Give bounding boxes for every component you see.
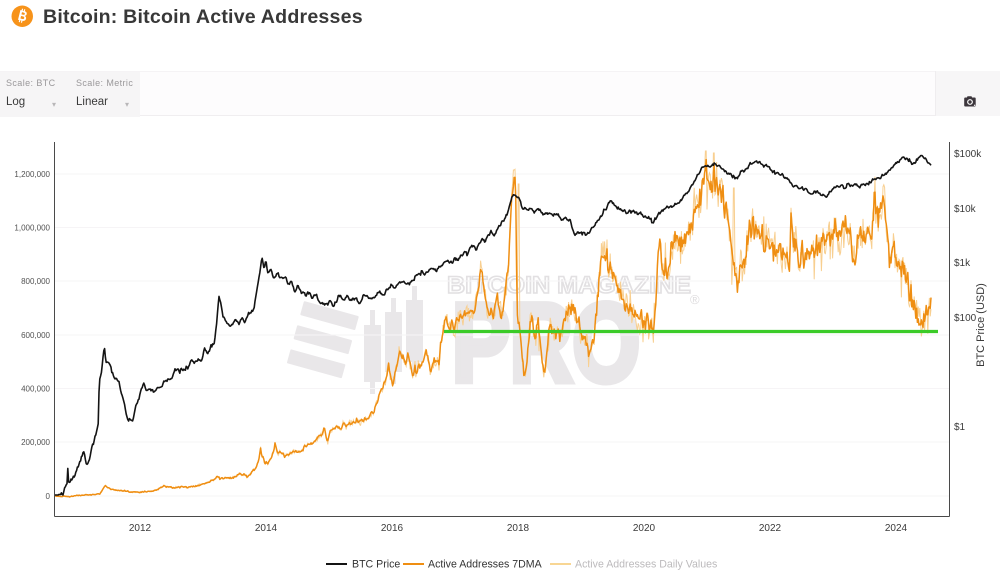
- svg-text:800,000: 800,000: [21, 277, 50, 286]
- svg-text:$100k: $100k: [954, 149, 982, 160]
- svg-text:2020: 2020: [633, 523, 656, 534]
- svg-text:$1k: $1k: [954, 258, 971, 269]
- svg-text:2018: 2018: [507, 523, 530, 534]
- svg-text:1,000,000: 1,000,000: [14, 224, 50, 233]
- svg-text:BTC Price: BTC Price: [352, 559, 400, 571]
- svg-text:400,000: 400,000: [21, 385, 50, 394]
- svg-text:2016: 2016: [381, 523, 404, 534]
- svg-text:PRO: PRO: [452, 282, 640, 405]
- svg-text:2024: 2024: [885, 523, 908, 534]
- svg-text:0: 0: [46, 492, 51, 501]
- svg-text:2014: 2014: [255, 523, 278, 534]
- svg-text:BTC Price (USD): BTC Price (USD): [975, 283, 987, 367]
- svg-text:®: ®: [690, 292, 700, 307]
- svg-text:BITCOIN MAGAZINE: BITCOIN MAGAZINE: [447, 272, 691, 299]
- svg-text:2012: 2012: [129, 523, 152, 534]
- svg-text:$1: $1: [954, 422, 966, 433]
- svg-text:Active Addresses 7DMA: Active Addresses 7DMA: [428, 559, 543, 571]
- svg-text:2022: 2022: [759, 523, 782, 534]
- svg-text:Active Addresses Daily Values: Active Addresses Daily Values: [575, 559, 717, 571]
- svg-text:1,200,000: 1,200,000: [14, 170, 50, 179]
- svg-text:600,000: 600,000: [21, 331, 50, 340]
- svg-text:$10k: $10k: [954, 204, 977, 215]
- svg-text:$100: $100: [954, 313, 977, 324]
- svg-text:200,000: 200,000: [21, 438, 50, 447]
